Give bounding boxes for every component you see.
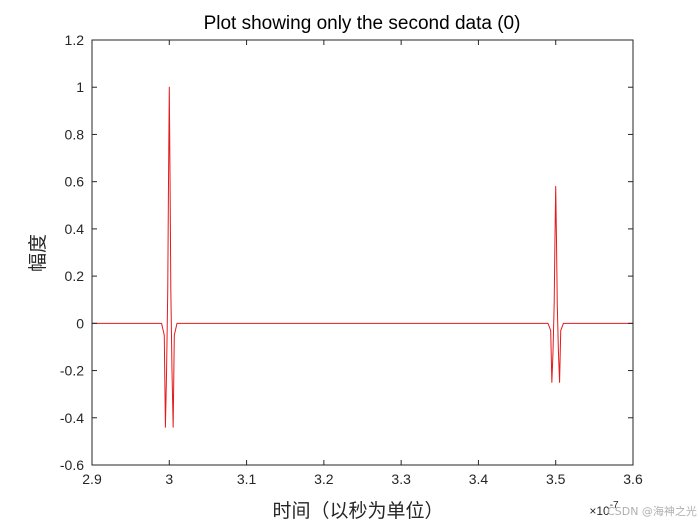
axes-frame (91, 39, 634, 466)
y-tick-label: 0.8 (65, 126, 85, 142)
x-exponent-base: ×10 (589, 504, 610, 518)
x-tick-label: 3.5 (546, 471, 566, 487)
series-line-0 (92, 86, 633, 428)
y-tick-label: -0.2 (60, 363, 84, 379)
x-exponent-power: -7 (610, 500, 619, 511)
y-tick-label: -0.4 (60, 410, 84, 426)
y-tick-label: 0.2 (65, 268, 85, 284)
x-tick-label: 2.9 (82, 471, 102, 487)
watermark: CSDN @海神之光 (607, 504, 697, 518)
y-tick-label: -0.6 (60, 457, 84, 473)
x-tick-label: 3 (165, 471, 173, 487)
chart-title: Plot showing only the second data (0) (204, 13, 521, 34)
y-tick-label: 0.6 (65, 174, 85, 190)
x-tick-label: 3.2 (314, 471, 334, 487)
y-tick-label: 0 (76, 315, 84, 331)
x-tick-label: 3.1 (237, 471, 257, 487)
x-tick-label: 3.6 (623, 471, 643, 487)
y-axis-label: 幅度 (27, 234, 49, 272)
x-tick-label: 3.3 (391, 471, 411, 487)
y-tick-label: 1.2 (65, 32, 85, 48)
y-tick-label: 0.4 (65, 221, 85, 237)
y-tick-label: 1 (76, 79, 84, 95)
x-exponent-label: ×10-7 (589, 500, 619, 518)
x-axis-label: 时间（以秒为单位） (272, 500, 443, 522)
plot-area (92, 40, 633, 465)
x-tick-label: 3.4 (469, 471, 489, 487)
